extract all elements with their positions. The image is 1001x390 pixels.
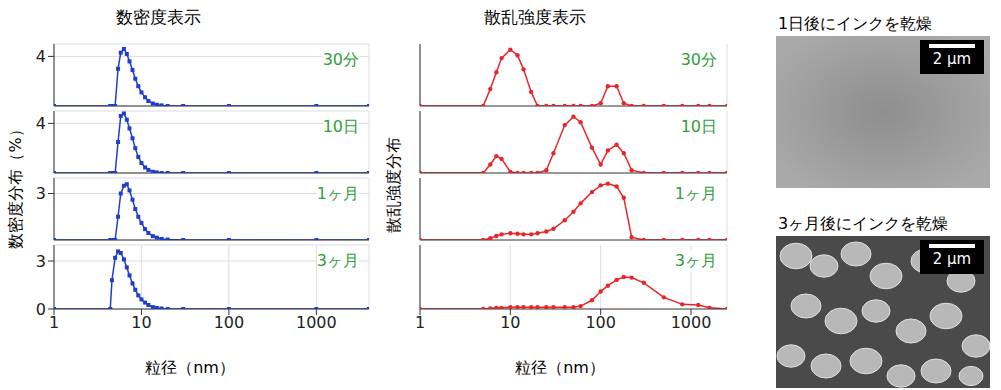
html-text:3ヶ月: 3ヶ月 — [674, 251, 717, 270]
html-text:散乱強度分布: 散乱強度分布 — [383, 137, 403, 233]
html-text:2 µm: 2 µm — [932, 50, 972, 68]
html-text:数密度表示: 数密度表示 — [115, 7, 201, 27]
html-text:1ヶ月: 1ヶ月 — [316, 184, 359, 203]
html-text:10日: 10日 — [322, 117, 359, 136]
svg-text:100: 100 — [214, 313, 245, 332]
svg-text:1: 1 — [415, 313, 425, 332]
html-text:粒径（nm）: 粒径（nm） — [515, 358, 605, 377]
svg-text:4: 4 — [36, 47, 46, 66]
html-text:散乱強度表示: 散乱強度表示 — [484, 7, 586, 27]
svg-text:1: 1 — [49, 313, 59, 332]
svg-text:10: 10 — [131, 313, 151, 332]
svg-text:4: 4 — [36, 114, 46, 133]
html-text:10日: 10日 — [680, 117, 717, 136]
svg-text:1000: 1000 — [296, 313, 337, 332]
svg-text:100: 100 — [585, 313, 616, 332]
html-text:数密度分布（%）: 数密度分布（%） — [5, 121, 25, 249]
html-text:3ヶ月: 3ヶ月 — [316, 251, 359, 270]
html-text:30分: 30分 — [680, 50, 717, 69]
svg-text:1000: 1000 — [671, 313, 712, 332]
html-text:1ヶ月: 1ヶ月 — [674, 184, 717, 203]
html-text:1日後にインクを乾燥: 1日後にインクを乾燥 — [778, 14, 933, 33]
html-text:3ヶ月後にインクを乾燥: 3ヶ月後にインクを乾燥 — [778, 214, 949, 233]
html-text:粒径（nm）: 粒径（nm） — [145, 358, 235, 377]
svg-text:3: 3 — [36, 184, 46, 203]
html-text:2 µm: 2 µm — [932, 250, 972, 268]
html-text:30分: 30分 — [322, 50, 359, 69]
svg-text:3: 3 — [36, 252, 46, 271]
svg-text:10: 10 — [500, 313, 520, 332]
svg-text:0: 0 — [36, 300, 46, 319]
